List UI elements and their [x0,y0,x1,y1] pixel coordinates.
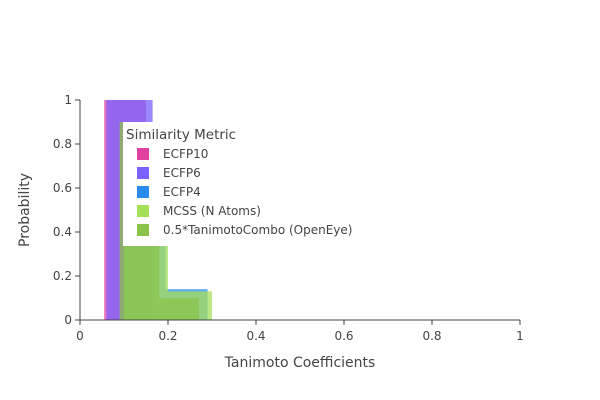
legend-swatch [137,186,149,198]
x-tick-label: 0.2 [158,329,177,343]
legend-item[interactable]: ECFP4 [137,183,201,201]
legend-label: 0.5*TanimotoCombo (OpenEye) [163,223,353,237]
legend-title: Similarity Metric [126,127,237,143]
x-tick-label: 1 [516,329,524,343]
x-tick-label: 0.6 [334,329,353,343]
legend-swatch [137,224,149,236]
legend-item[interactable]: ECFP6 [137,164,201,182]
legend-label: ECFP10 [163,147,209,161]
y-tick-label: 1 [64,93,72,107]
y-axis-title: Probability [17,173,33,247]
y-tick-label: 0.2 [53,269,72,283]
y-tick-label: 0.4 [53,225,72,239]
legend-swatch [137,205,149,217]
axes-layer: 0 0.2 0.4 0.6 0.8 1 0 0.2 0.4 0.6 0.8 1 [53,93,524,343]
legend-label: MCSS (N Atoms) [163,204,261,218]
legend-label: ECFP6 [163,166,201,180]
x-tick-label: 0.4 [246,329,265,343]
x-tick-label: 0.8 [422,329,441,343]
legend-swatch [137,148,149,160]
legend-swatch [137,167,149,179]
legend-item[interactable]: ECFP10 [137,145,208,163]
x-axis-title: Tanimoto Coefficients [224,355,376,371]
legend-item[interactable]: MCSS (N Atoms) [137,202,261,220]
bar-0-5-tanimotocombo-openeye--1 [159,298,199,320]
x-tick-label: 0 [76,329,84,343]
y-tick-label: 0.8 [53,137,72,151]
y-tick-label: 0.6 [53,181,72,195]
legend-label: ECFP4 [163,185,201,199]
legend: Similarity Metric ECFP10 ECFP6 ECFP4 MCSS (… [123,122,363,246]
legend-item[interactable]: 0.5*TanimotoCombo (OpenEye) [137,221,352,239]
y-tick-label: 0 [64,313,72,327]
